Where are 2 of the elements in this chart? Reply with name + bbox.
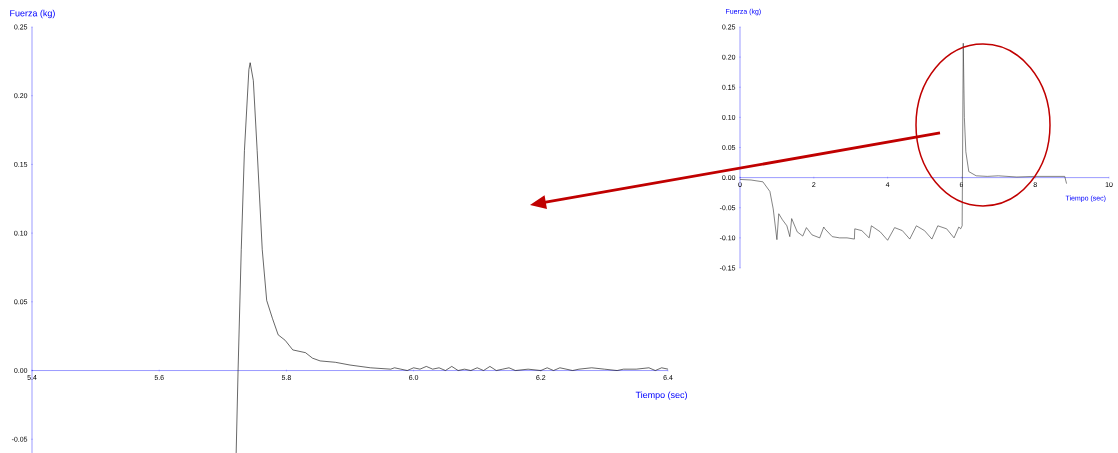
x-axis-title: Tiempo (sec) (635, 391, 687, 400)
y-axis-title: Fuerza (kg) (10, 9, 55, 19)
